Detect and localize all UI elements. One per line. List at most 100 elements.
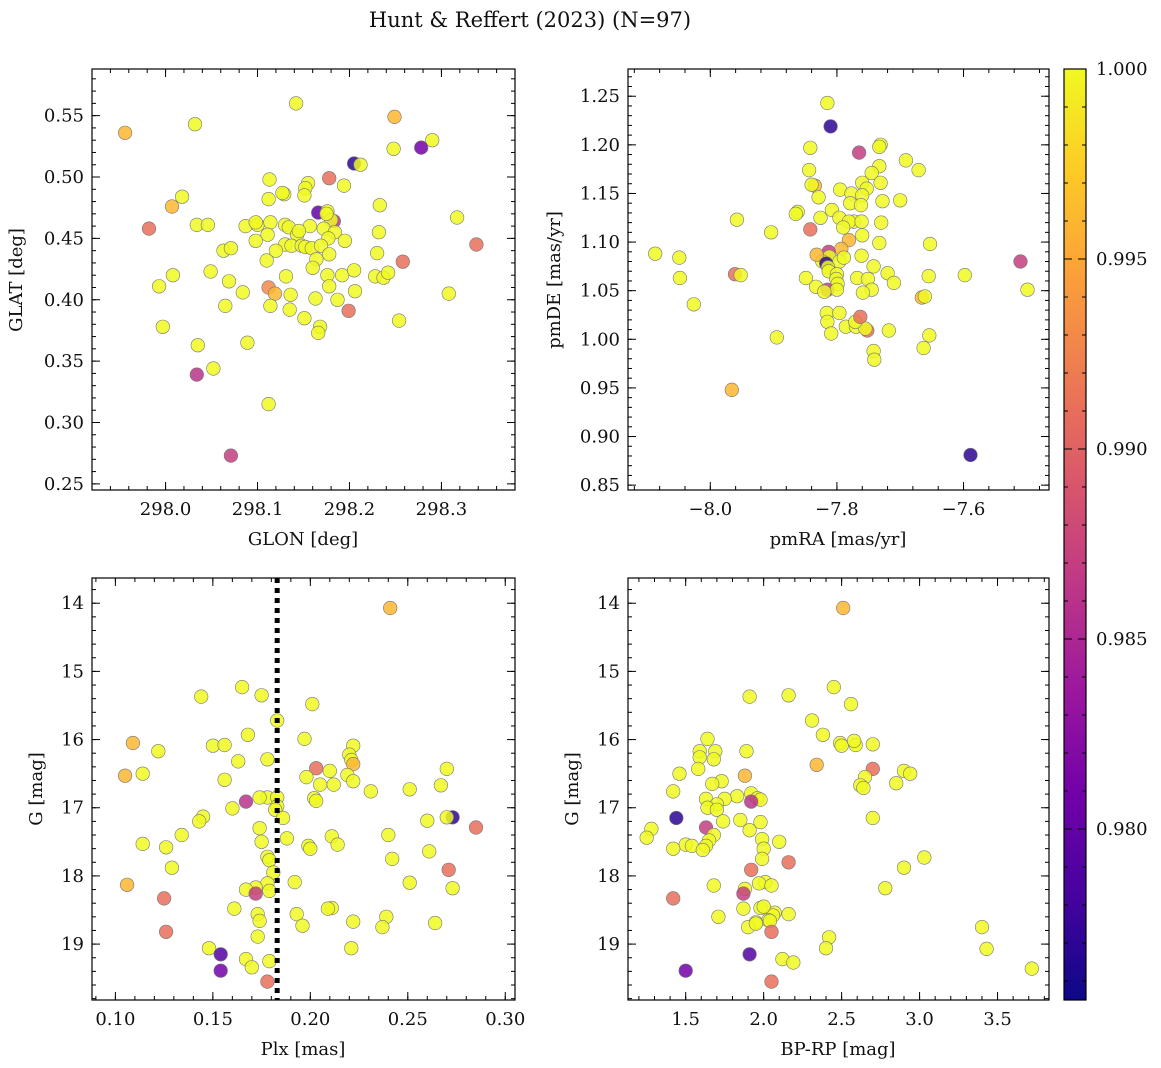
data-point (742, 823, 757, 838)
data-point (268, 243, 284, 258)
data-point (187, 117, 203, 132)
data-point (262, 883, 277, 899)
data-point (764, 974, 779, 989)
points-layer (648, 95, 1035, 463)
data-point (801, 163, 817, 178)
y-tick-label: 14 (597, 593, 620, 614)
data-point (260, 974, 275, 989)
data-point (748, 916, 764, 931)
data-point (706, 878, 721, 893)
y-axis-label: pmDE [mas/yr] (544, 211, 565, 349)
data-point (886, 275, 902, 291)
data-point (744, 862, 759, 877)
x-tick-label: 0.30 (485, 1009, 525, 1030)
data-point (855, 285, 871, 300)
data-point (439, 761, 454, 777)
data-point (669, 810, 684, 826)
y-tick-label: 0.40 (44, 290, 84, 311)
colorbar: 0.980 0.985 0.990 0.995 1.000 (1063, 59, 1148, 1001)
y-axis-label: GLAT [deg] (6, 228, 27, 332)
data-point (686, 297, 701, 312)
data-point (313, 777, 328, 792)
data-point (322, 171, 337, 186)
data-point (672, 766, 687, 781)
data-point (678, 963, 693, 978)
data-point (261, 192, 276, 207)
scatter-bprp-g: 1.5 2.0 2.5 3.0 3.5 14 15 16 17 18 19 BP-RP [mag] G … (562, 577, 1050, 1060)
x-axis-label: BP-RP [mag] (780, 1039, 895, 1060)
data-point (117, 768, 133, 783)
data-point (729, 789, 745, 804)
data-point (381, 265, 396, 280)
data-point (742, 947, 757, 962)
x-tick-label: 3.5 (983, 1009, 1012, 1030)
data-point (715, 814, 731, 829)
data-point (289, 906, 304, 922)
y-tick-label: 0.45 (44, 228, 84, 249)
colorbar-tick-label: 0.985 (1096, 629, 1148, 650)
data-point (164, 860, 179, 875)
data-point (370, 246, 385, 261)
data-point (420, 813, 435, 828)
data-point (174, 827, 189, 843)
data-point (262, 172, 277, 187)
data-point (252, 913, 267, 929)
data-point (898, 153, 914, 168)
x-tick-label: 1.5 (671, 1009, 700, 1030)
y-tick-label: 14 (61, 593, 84, 614)
x-tick-label: 0.10 (95, 1009, 135, 1030)
x-tick-label: 2.5 (827, 1009, 856, 1030)
x-tick-label: 2.0 (749, 1009, 778, 1030)
data-point (824, 326, 839, 341)
data-point (305, 696, 320, 712)
data-point (1024, 961, 1039, 976)
data-point (141, 221, 157, 236)
data-point (917, 289, 933, 304)
x-tick-label: −7.6 (942, 499, 986, 520)
data-point (297, 731, 312, 747)
data-point (392, 313, 407, 328)
scatter-plx-g: 0.10 0.15 0.20 0.25 0.30 14 15 16 17 18 19 Plx [mas… (26, 577, 525, 1060)
data-point (866, 259, 881, 274)
y-tick-label: 19 (61, 934, 84, 955)
data-point (974, 919, 990, 935)
data-point (854, 248, 869, 263)
data-point (733, 268, 748, 283)
x-tick-label: 298.3 (416, 499, 468, 520)
data-point (769, 330, 784, 345)
data-point (341, 303, 356, 318)
data-point (820, 95, 835, 111)
data-point (218, 298, 233, 314)
y-tick-label: 18 (597, 866, 620, 887)
data-point (200, 217, 215, 232)
figure-title: Hunt & Reffert (2023) (N=97) (369, 8, 691, 32)
data-point (375, 919, 390, 935)
data-point (666, 841, 681, 856)
data-point (711, 909, 726, 924)
data-point (836, 250, 852, 265)
data-point (353, 157, 368, 172)
data-point (344, 941, 359, 956)
data-point (468, 820, 484, 835)
y-tick-label: 19 (597, 934, 620, 955)
x-tick-label: 3.0 (905, 1009, 934, 1030)
data-point (893, 193, 908, 208)
data-point (309, 761, 324, 776)
data-point (223, 241, 238, 256)
data-point (781, 906, 796, 922)
data-point (254, 688, 269, 703)
data-point (751, 876, 767, 891)
data-point (709, 802, 725, 817)
axes-frame (91, 68, 516, 491)
data-point (346, 914, 361, 929)
data-point (889, 776, 904, 791)
data-point (957, 268, 972, 283)
data-point (254, 834, 269, 849)
data-point (804, 177, 819, 192)
data-point (263, 298, 278, 314)
data-point (872, 235, 887, 251)
x-tick-label: 298.0 (140, 499, 192, 520)
y-tick-label: 0.50 (44, 167, 84, 188)
data-point (194, 689, 209, 704)
